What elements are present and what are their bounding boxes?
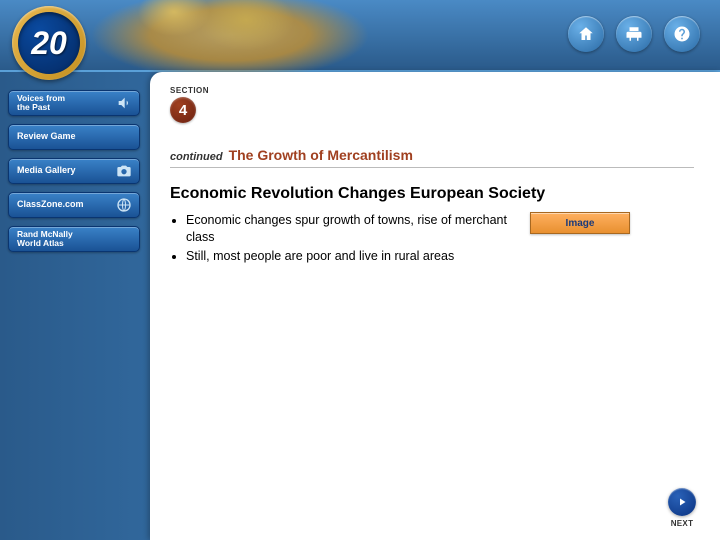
speaker-icon	[113, 92, 135, 114]
section-label: SECTION	[170, 86, 694, 95]
home-icon	[577, 25, 595, 43]
next-button-circle	[668, 488, 696, 516]
chapter-number: 20	[31, 25, 67, 62]
sidebar-item-media-gallery[interactable]: Media Gallery	[8, 158, 140, 184]
print-icon	[625, 25, 643, 43]
sidebar-item-label: Voices fromthe Past	[17, 94, 113, 113]
header-globe-land	[100, 0, 360, 70]
continued-label: continued	[170, 151, 223, 163]
bullet-list: Economic changes spur growth of towns, r…	[170, 212, 510, 267]
sidebar-item-atlas[interactable]: Rand McNallyWorld Atlas	[8, 226, 140, 252]
section-number: 4	[179, 102, 187, 119]
next-label: NEXT	[668, 519, 696, 528]
sidebar-item-label: Review Game	[17, 132, 139, 142]
slide-title: The Growth of Mercantilism	[229, 147, 413, 163]
sidebar-item-label: Media Gallery	[17, 166, 113, 176]
help-button[interactable]	[664, 16, 700, 52]
content-panel: SECTION 4 continued The Growth of Mercan…	[150, 72, 720, 540]
help-icon	[673, 25, 691, 43]
next-button[interactable]: NEXT	[668, 488, 696, 528]
section-number-badge: 4	[170, 97, 196, 123]
chapter-inner: 20	[18, 12, 80, 74]
sidebar: Voices fromthe Past Review Game Media Ga…	[0, 72, 150, 540]
bullet-item: Still, most people are poor and live in …	[186, 248, 510, 265]
sidebar-item-label: Rand McNallyWorld Atlas	[17, 230, 139, 249]
sidebar-item-label: ClassZone.com	[17, 200, 113, 210]
image-button[interactable]: Image	[530, 212, 630, 234]
sidebar-item-classzone[interactable]: ClassZone.com	[8, 192, 140, 218]
sidebar-item-voices[interactable]: Voices fromthe Past	[8, 90, 140, 116]
sidebar-item-review-game[interactable]: Review Game	[8, 124, 140, 150]
chapter-badge[interactable]: 20	[12, 6, 86, 80]
print-button[interactable]	[616, 16, 652, 52]
slide-subtitle: Economic Revolution Changes European Soc…	[170, 184, 550, 204]
bullet-item: Economic changes spur growth of towns, r…	[186, 212, 510, 246]
play-icon	[676, 496, 688, 508]
globe-icon	[113, 194, 135, 216]
image-button-label: Image	[566, 218, 595, 229]
home-button[interactable]	[568, 16, 604, 52]
camera-icon	[113, 160, 135, 182]
